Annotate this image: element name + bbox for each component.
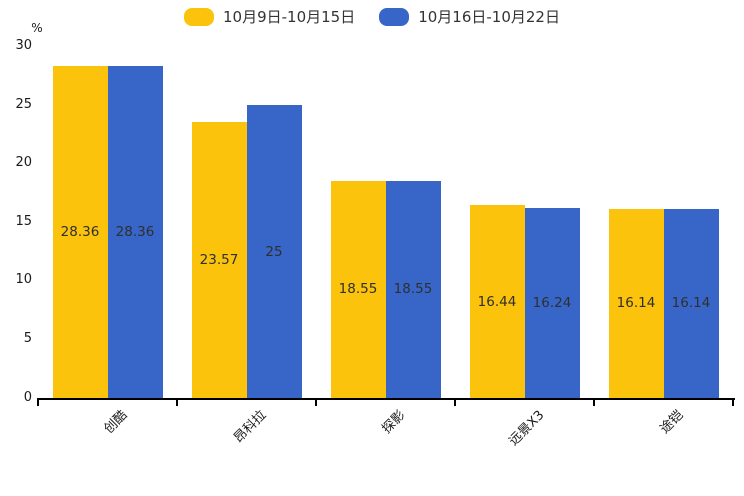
y-tick-label: 0 [23,389,32,405]
y-tick-label: 15 [15,213,32,229]
bar-week2 [524,207,580,398]
bar-value-label: 18.55 [338,281,378,298]
x-category-label: 探影 [378,407,408,437]
legend: 10月9日-10月15日 10月16日-10月22日 [0,8,744,26]
bar-week1 [52,65,108,398]
legend-swatch-week2 [379,8,410,26]
bar-week2 [663,208,719,398]
legend-item-week1: 10月9日-10月15日 [184,8,355,26]
y-tick-label: 20 [15,155,32,171]
bar-value-label: 16.44 [477,293,517,310]
y-tick-label: 25 [15,96,32,112]
bar-value-label: 16.14 [671,295,711,312]
legend-swatch-week1 [184,8,214,26]
x-category-label: 远景X3 [505,407,547,449]
bar-value-label: 18.55 [393,281,433,298]
bar-week2 [246,105,302,398]
x-category-label: 途铠 [656,407,686,437]
legend-label-week2: 10月16日-10月22日 [418,8,560,26]
x-axis-tick [37,400,39,406]
bar-week1 [608,208,664,398]
bar-value-label: 28.36 [115,223,155,240]
x-category-label: 昂科拉 [230,407,269,447]
bar-value-label: 16.14 [616,295,656,312]
y-axis-unit-label: % [31,21,43,35]
y-tick-label: 5 [23,330,32,346]
x-category-label: 创酷 [100,407,130,437]
bar-value-label: 23.57 [199,251,239,268]
y-tick-label: 30 [15,37,32,53]
y-tick-label: 10 [15,272,32,288]
bar-value-label: 25 [265,243,283,260]
bar-week1 [191,121,247,398]
legend-item-week2: 10月16日-10月22日 [379,8,560,26]
bar-value-label: 28.36 [60,223,100,240]
x-axis-tick [176,400,178,406]
legend-label-week1: 10月9日-10月15日 [223,8,356,26]
bar-week1 [330,180,386,398]
bar-week2 [385,180,441,398]
x-axis-tick [732,400,734,406]
bar-week2 [107,65,163,398]
x-axis-tick [454,400,456,406]
bar-value-label: 16.24 [532,294,572,311]
bar-week1 [469,205,525,398]
x-axis-tick [593,400,595,406]
x-axis-line [37,398,735,400]
x-axis-tick [315,400,317,406]
